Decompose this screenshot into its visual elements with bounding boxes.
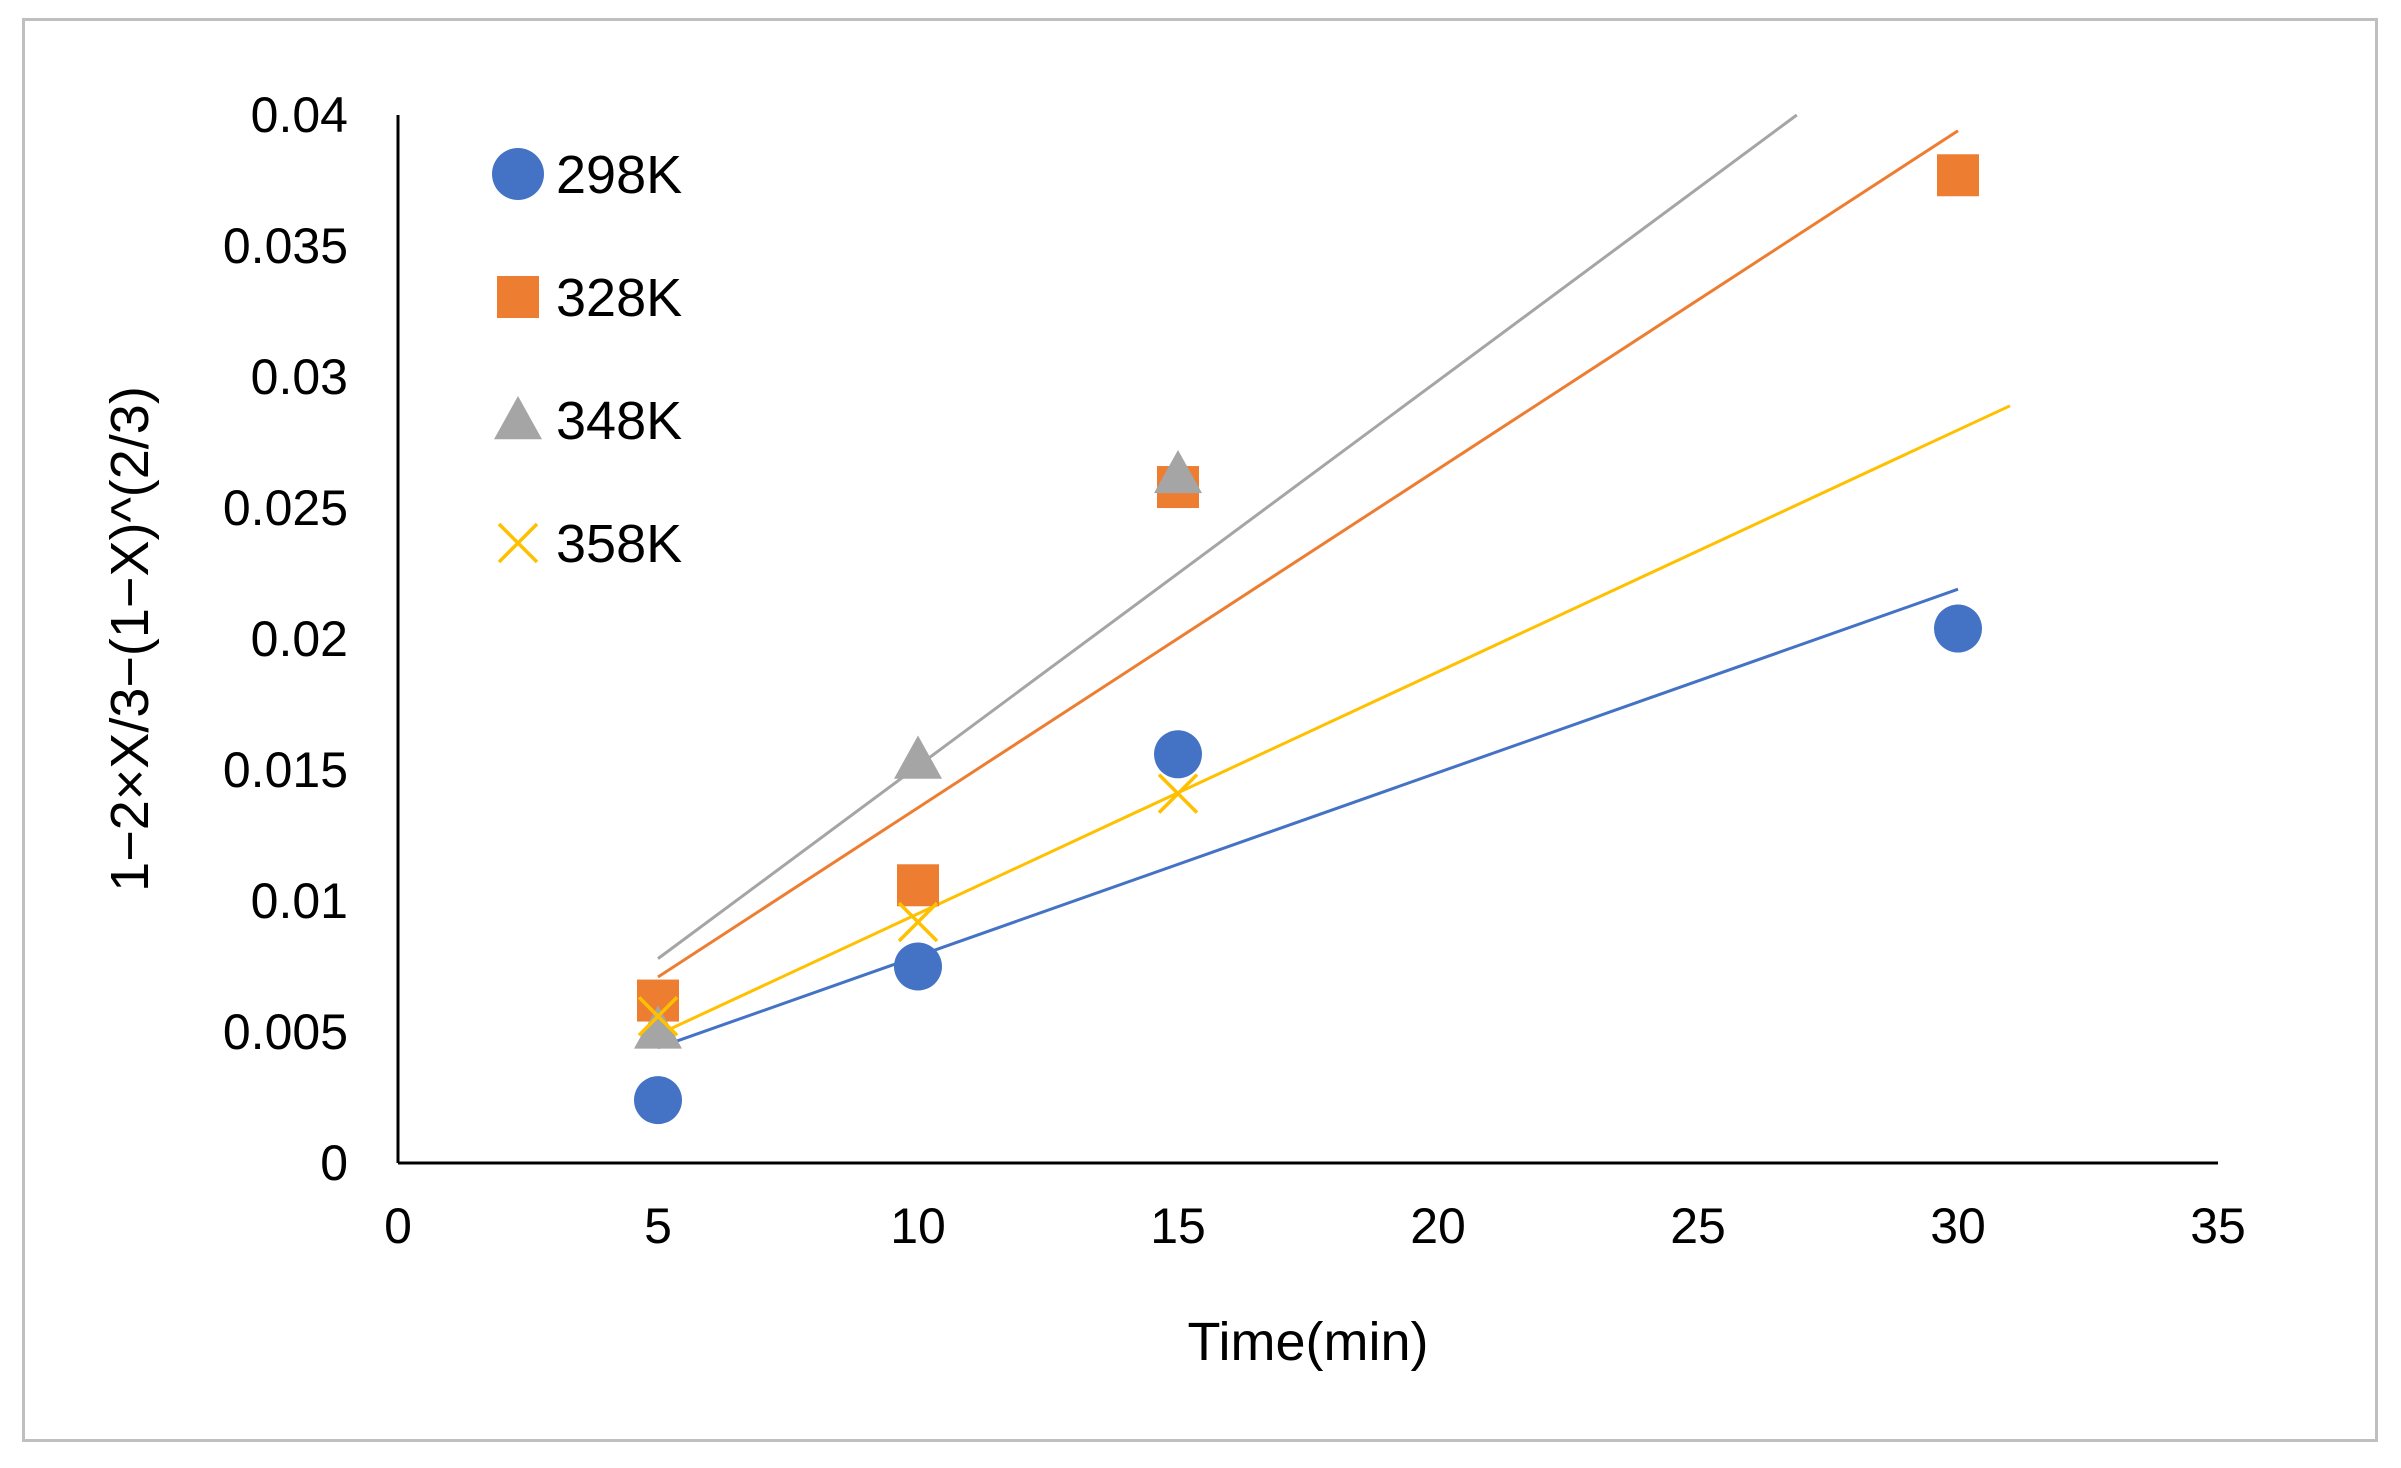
legend-label-358K: 358K	[556, 514, 682, 574]
y-tick-label: 0.04	[251, 87, 348, 143]
x-tick-label: 25	[1670, 1198, 1726, 1254]
y-tick-label: 0.03	[251, 349, 348, 405]
data-point-358K	[1157, 773, 1199, 814]
x-tick-label: 0	[384, 1198, 412, 1254]
data-point-328K	[897, 864, 939, 907]
x-tick-label: 20	[1410, 1198, 1466, 1254]
legend-label-298K: 298K	[556, 145, 682, 205]
x-tick-label: 30	[1930, 1198, 1986, 1254]
y-tick-label: 0.015	[223, 742, 348, 798]
legend-marker-348K	[494, 396, 542, 440]
y-tick-label: 0.01	[251, 873, 348, 929]
trendline-328K	[657, 129, 1959, 979]
y-tick-label: 0.005	[223, 1004, 348, 1060]
y-tick-label: 0	[320, 1135, 348, 1191]
x-tick-label: 35	[2190, 1198, 2246, 1254]
data-point-358K	[897, 901, 939, 943]
trendlines	[657, 113, 2011, 1050]
legend-label-328K: 328K	[556, 268, 682, 328]
data-point-348K	[634, 1005, 682, 1049]
y-tick-label: 0.02	[251, 611, 348, 667]
data-point-298K	[894, 942, 942, 991]
data-point-328K	[1937, 154, 1979, 197]
data-point-298K	[634, 1076, 682, 1125]
y-tick-labels: 0 0.005 0.01 0.015 0.02 0.025 0.03 0.035 0.04	[223, 87, 348, 1191]
y-tick-label: 0.035	[223, 218, 348, 274]
data-point-358K	[637, 996, 679, 1037]
legend-marker-358K	[497, 522, 539, 564]
trendline-358K	[657, 404, 2011, 1036]
data-point-348K	[1154, 449, 1202, 494]
x-tick-labels: 0 5 10 15 20 25 30 35	[384, 1198, 2246, 1254]
x-tick-label: 10	[890, 1198, 946, 1254]
legend-marker-298K	[492, 148, 544, 200]
x-tick-label: 5	[644, 1198, 672, 1254]
y-tick-label: 0.025	[223, 480, 348, 536]
axes	[396, 115, 2218, 1165]
data-point-298K	[1934, 604, 1982, 653]
trendline-348K	[657, 113, 1798, 960]
data-point-298K	[1154, 730, 1202, 779]
y-axis-title: 1−2×X/3−(1−X)^(2/3)	[100, 386, 160, 892]
legend-label-348K: 348K	[556, 391, 682, 451]
legend-marker-328K	[497, 276, 539, 318]
data-points	[634, 154, 1982, 1125]
x-tick-label: 15	[1150, 1198, 1206, 1254]
trendline-298K	[657, 587, 1959, 1050]
legend: 298K 328K 348K 358K	[492, 145, 682, 574]
chart-frame	[22, 18, 2378, 1442]
data-point-348K	[894, 735, 942, 779]
x-axis-title: Time(min)	[1188, 1312, 1429, 1372]
